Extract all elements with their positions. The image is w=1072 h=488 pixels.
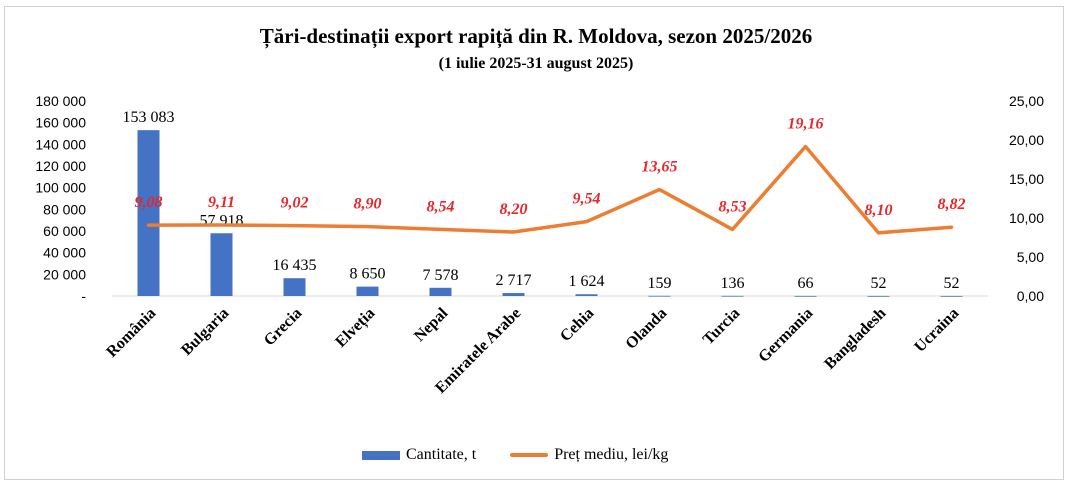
x-category-label: Elveția [332, 305, 379, 352]
y-left-tick-label: - [81, 288, 86, 304]
bar-value-label: 16 435 [273, 257, 317, 274]
price-value-label: 9,02 [281, 195, 309, 212]
price-value-label: 13,65 [642, 159, 678, 176]
price-line [146, 144, 954, 235]
price-value-label: 8,90 [354, 196, 382, 213]
chart-frame [4, 6, 1064, 480]
x-category-label: Bulgaria [178, 305, 232, 359]
price-value-label: 8,54 [427, 198, 455, 215]
bar-value-label: 2 717 [496, 272, 532, 289]
y-left-tick-label: 80 000 [43, 201, 86, 217]
bar-value-label: 153 083 [123, 109, 175, 126]
bar [794, 295, 817, 297]
bar [648, 295, 671, 297]
bar [137, 130, 160, 296]
bar-value-label: 1 624 [569, 273, 605, 290]
x-category-label: Cehia [557, 305, 597, 345]
bar [283, 278, 306, 296]
y-right-tick-label: 5,00 [1017, 249, 1044, 265]
legend-item-price: Preț mediu, lei/kg [510, 446, 668, 464]
price-value-label: 8,53 [719, 198, 747, 215]
x-category-label: Nepal [411, 304, 452, 345]
x-category-label: Bangladesh [821, 305, 889, 373]
price-value-label: 8,82 [938, 196, 966, 213]
y-right-tick-label: 10,00 [1009, 210, 1044, 226]
x-category-label: Ucraina [911, 305, 962, 356]
y-left-tick-label: 20 000 [43, 266, 86, 282]
chart-title: Țări-destinații export rapiță din R. Mol… [259, 24, 813, 48]
chart-legend: Cantitate, t Preț mediu, lei/kg [362, 446, 702, 464]
x-category-label: Turcia [700, 305, 743, 348]
x-category-label: Germania [755, 305, 816, 366]
chart-subtitle: (1 iulie 2025-31 august 2025) [438, 55, 634, 72]
bar [356, 286, 379, 296]
bar [575, 294, 598, 296]
y-right-tick-label: 25,00 [1009, 93, 1044, 109]
bar-value-label: 8 650 [350, 266, 386, 283]
price-value-label: 19,16 [788, 116, 824, 133]
price-value-label: 8,10 [865, 202, 893, 219]
bar [210, 233, 233, 296]
y-right-tick-label: 20,00 [1009, 132, 1044, 148]
bar-value-label: 52 [871, 275, 887, 292]
bar [429, 287, 452, 296]
bar [502, 293, 525, 296]
y-left-tick-label: 100 000 [35, 180, 86, 196]
x-category-label: România [103, 305, 159, 361]
legend-swatch-line [510, 453, 549, 457]
legend-item-quantity: Cantitate, t [362, 446, 476, 464]
legend-label-quantity: Cantitate, t [406, 446, 477, 463]
bar [867, 295, 890, 297]
legend-swatch-bar [362, 450, 400, 460]
bar-value-label: 66 [798, 275, 814, 292]
legend-label-price: Preț mediu, lei/kg [554, 446, 669, 463]
price-value-label: 9,11 [208, 194, 235, 211]
y-left-tick-label: 160 000 [35, 115, 86, 131]
bar [721, 295, 744, 297]
y-left-tick-label: 120 000 [35, 158, 86, 174]
price-value-label: 9,08 [135, 194, 163, 211]
y-left-tick-label: 40 000 [43, 245, 86, 261]
y-right-tick-label: 0,00 [1017, 288, 1044, 304]
y-left-tick-label: 60 000 [43, 223, 86, 239]
price-value-label: 9,54 [573, 191, 601, 208]
bar-value-label: 7 578 [423, 267, 459, 284]
x-category-label: Grecia [261, 305, 305, 349]
price-value-label: 8,20 [500, 201, 528, 218]
bar-value-label: 136 [721, 275, 745, 292]
bar [940, 295, 963, 297]
y-left-tick-label: 180 000 [35, 93, 86, 109]
y-left-tick-label: 140 000 [35, 136, 86, 152]
x-category-label: Olanda [622, 305, 670, 353]
y-right-tick-label: 15,00 [1009, 171, 1044, 187]
bar-value-label: 159 [648, 275, 672, 292]
bar-value-label: 52 [944, 275, 960, 292]
